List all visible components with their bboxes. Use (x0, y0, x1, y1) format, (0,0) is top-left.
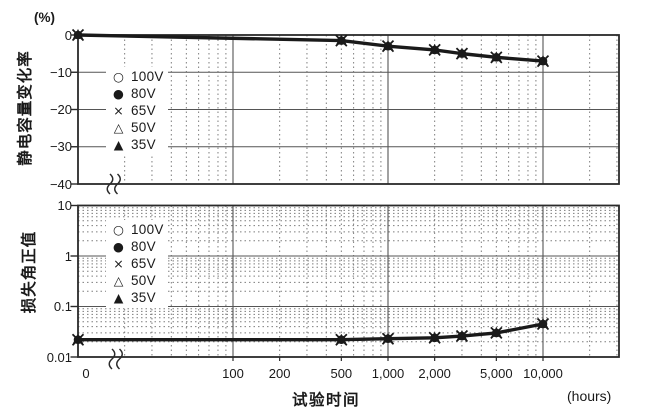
x-tick-label: 500 (330, 366, 353, 381)
y-tick-label-top: −20 (49, 102, 72, 117)
legend-item-65v: × 65V (110, 102, 164, 119)
legend-item-100v: ○ 100V (110, 68, 164, 85)
legend-item-label: 35V (131, 290, 156, 305)
y-tick-label-bottom: 10 (57, 198, 72, 213)
legend-item-label: 65V (131, 256, 156, 271)
y-tick-label-bottom: 0.01 (46, 349, 72, 365)
legend-top-chart: ○ 100V ● 80V × 65V △ 50V ▲ 35V (106, 67, 168, 154)
y-tick-label-top: 0 (64, 27, 72, 43)
legend-item-label: 80V (131, 86, 156, 101)
legend-item-label: 35V (131, 137, 156, 152)
triangle-filled-icon: ▲ (113, 137, 124, 152)
x-cross-icon: × (113, 256, 124, 271)
triangle-open-icon: △ (113, 120, 124, 135)
legend-item-35v: ▲ 35V (110, 136, 164, 153)
legend-item-65v: × 65V (110, 255, 164, 272)
y-tick-label-top: −40 (49, 176, 72, 192)
legend-item-50v: △ 50V (110, 272, 164, 289)
legend-item-label: 50V (131, 120, 156, 135)
triangle-filled-icon: ▲ (113, 290, 124, 305)
legend-item-label: 65V (131, 103, 156, 118)
x-tick-label: 100 (222, 366, 244, 381)
y-tick-label-bottom: 0.1 (53, 299, 72, 314)
legend-item-label: 100V (131, 222, 164, 237)
triangle-open-icon: △ (113, 273, 124, 288)
legend-item-label: 100V (131, 69, 164, 84)
legend-item-35v: ▲ 35V (110, 289, 164, 306)
circle-filled-icon: ● (113, 239, 124, 254)
y-axis-label-bottom: 损失角正值 (21, 230, 38, 314)
legend-item-label: 80V (131, 239, 156, 254)
legend-item-80v: ● 80V (110, 85, 164, 102)
x-axis-unit: (hours) (567, 388, 612, 404)
x-axis-label: 试验时间 (292, 392, 361, 409)
legend-bottom-chart: ○ 100V ● 80V × 65V △ 50V ▲ 35V (106, 220, 168, 307)
x-tick-label: 0 (82, 366, 90, 381)
circle-open-icon: ○ (113, 222, 124, 237)
legend-item-80v: ● 80V (110, 238, 164, 255)
circle-open-icon: ○ (113, 69, 124, 84)
x-cross-icon: × (113, 103, 124, 118)
x-tick-label: 1,000 (371, 366, 405, 381)
x-tick-label: 5,000 (480, 366, 513, 381)
y-axis-unit-top: (%) (34, 10, 55, 25)
y-tick-label-top: −10 (49, 64, 72, 80)
circle-filled-icon: ● (113, 86, 124, 101)
legend-item-label: 50V (131, 273, 156, 288)
x-tick-label: 10,000 (523, 366, 563, 381)
legend-item-100v: ○ 100V (110, 221, 164, 238)
y-tick-label-bottom: 1 (64, 248, 72, 264)
x-tick-label: 200 (268, 366, 291, 381)
x-tick-label: 2,000 (418, 366, 451, 381)
legend-item-50v: △ 50V (110, 119, 164, 136)
y-tick-label-top: −30 (49, 139, 72, 155)
